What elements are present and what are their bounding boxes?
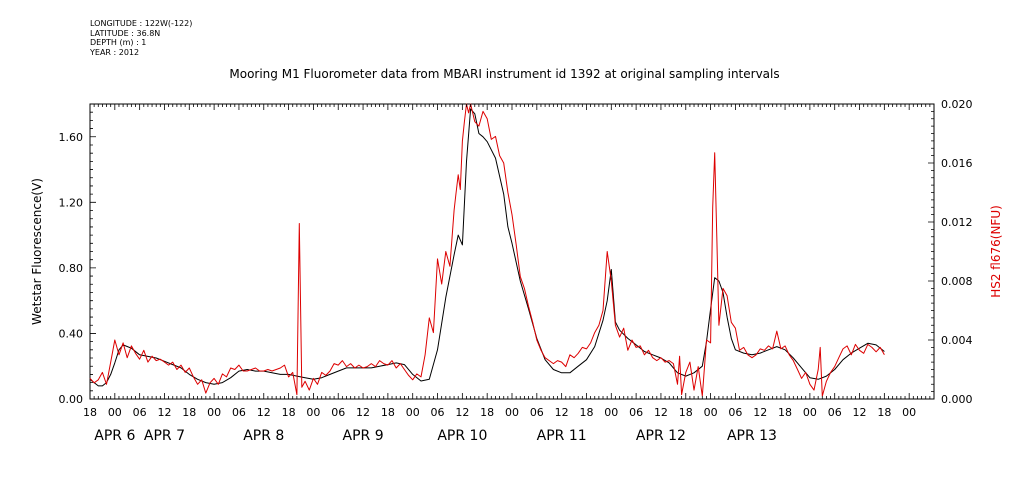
longitude-label: LONGITUDE : 122W(-122) [90, 19, 193, 28]
x-tick-label: 06 [431, 406, 445, 419]
x-tick-label: 18 [381, 406, 395, 419]
x-date-label: APR 6 [94, 428, 135, 444]
x-date-label: APR 10 [437, 428, 487, 444]
x-tick-label: 00 [902, 406, 916, 419]
x-tick-label: 18 [282, 406, 296, 419]
x-tick-label: 18 [679, 406, 693, 419]
left-axis-ticks [90, 103, 96, 400]
right-tick-label: 0.020 [941, 98, 973, 111]
hs2-fl676-series-line [89, 103, 885, 397]
x-tick-label: 00 [207, 406, 221, 419]
x-tick-label: 12 [853, 406, 867, 419]
x-date-label: APR 11 [537, 428, 587, 444]
x-tick-label: 00 [803, 406, 817, 419]
x-tick-label: 12 [555, 406, 569, 419]
right-tick-label: 0.000 [941, 393, 973, 406]
x-tick-label: 06 [828, 406, 842, 419]
x-axis-minor-ticks [89, 104, 935, 399]
x-tick-label: 12 [654, 406, 668, 419]
x-tick-label: 12 [356, 406, 370, 419]
plot-frame [89, 103, 935, 400]
depth-label: DEPTH (m) : 1 [90, 38, 147, 47]
x-tick-label: 06 [232, 406, 246, 419]
x-tick-label: 06 [629, 406, 643, 419]
left-tick-label: 0.80 [59, 262, 84, 275]
latitude-label: LATITUDE : 36.8N [90, 28, 161, 38]
x-tick-label: 00 [604, 406, 618, 419]
x-tick-label: 06 [728, 406, 742, 419]
x-tick-label: 12 [157, 406, 171, 419]
x-tick-label: 06 [331, 406, 345, 419]
x-tick-label: 06 [133, 406, 147, 419]
x-tick-label: 18 [182, 406, 196, 419]
x-tick-label: 18 [778, 406, 792, 419]
right-tick-label: 0.012 [941, 216, 973, 229]
x-tick-label: 18 [480, 406, 494, 419]
x-tick-label: 00 [108, 406, 122, 419]
x-date-label: APR 7 [144, 428, 185, 444]
right-tick-label: 0.008 [941, 275, 973, 288]
left-tick-label: 0.00 [59, 393, 84, 406]
x-date-label: APR 8 [243, 428, 284, 444]
right-tick-label: 0.004 [941, 334, 973, 347]
x-tick-label: 12 [753, 406, 767, 419]
x-tick-label: 18 [579, 406, 593, 419]
x-tick-label: 06 [530, 406, 544, 419]
x-tick-label: 12 [455, 406, 469, 419]
x-tick-label: 18 [83, 406, 97, 419]
x-tick-label: 18 [877, 406, 891, 419]
x-date-label: APR 13 [727, 428, 777, 444]
left-tick-label: 1.60 [59, 131, 84, 144]
left-tick-label: 1.20 [59, 196, 84, 209]
left-tick-label: 0.40 [59, 327, 84, 340]
right-axis-title: HS2 fl676(NFU) [989, 205, 1003, 298]
x-tick-label: 12 [257, 406, 271, 419]
wetstar-fluorescence-series-line [89, 108, 885, 387]
year-label: YEAR : 2012 [90, 47, 140, 57]
x-tick-label: 00 [505, 406, 519, 419]
left-axis-title: Wetstar Fluorescence(V) [30, 178, 44, 325]
right-tick-label: 0.016 [941, 157, 973, 170]
x-date-label: APR 12 [636, 428, 686, 444]
right-axis-ticks [928, 103, 934, 400]
x-tick-label: 00 [306, 406, 320, 419]
x-date-label: APR 9 [343, 428, 384, 444]
x-tick-label: 00 [406, 406, 420, 419]
x-tick-label: 00 [704, 406, 718, 419]
chart-title: Mooring M1 Fluorometer data from MBARI i… [229, 67, 780, 81]
mooring-metadata: LONGITUDE : 122W(-122) LATITUDE : 36.8N … [90, 19, 192, 57]
